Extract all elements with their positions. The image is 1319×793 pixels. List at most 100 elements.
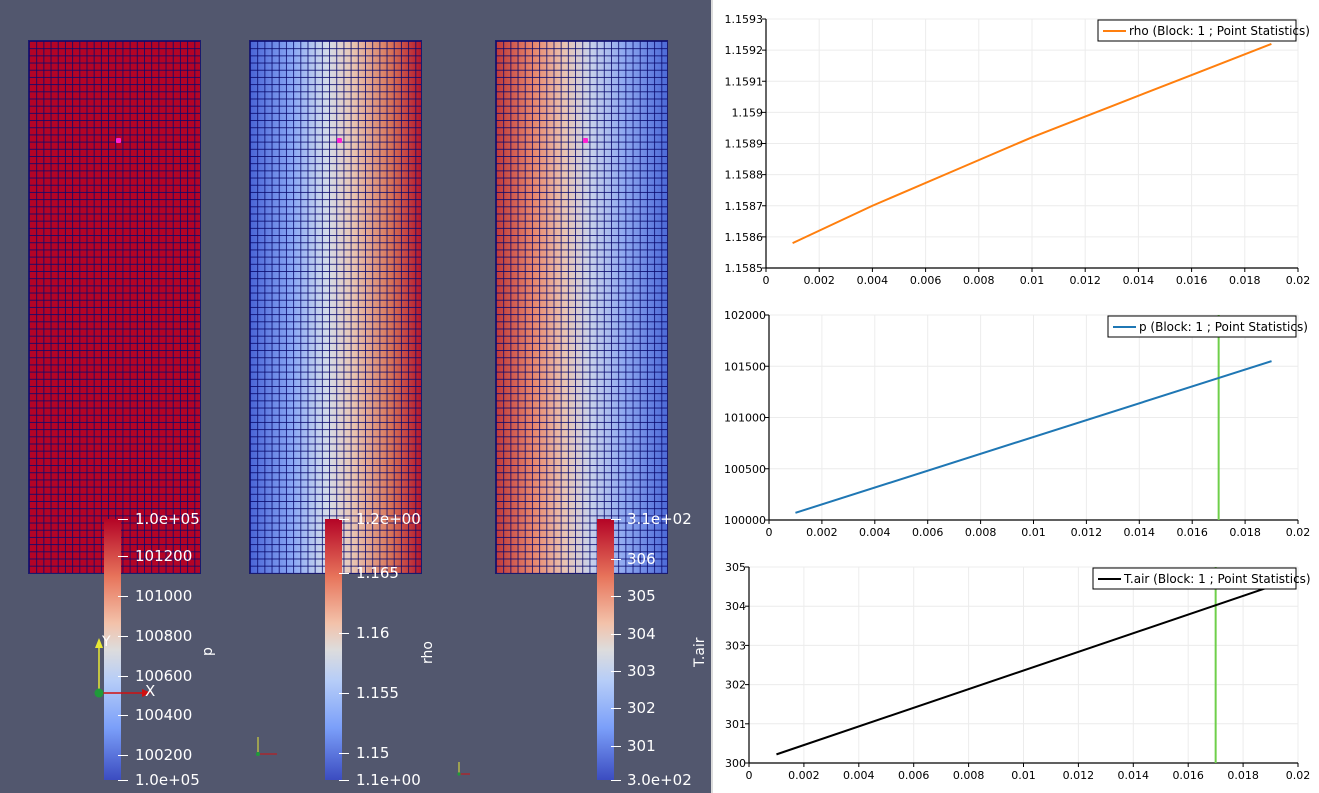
x-tick-label: 0.012 xyxy=(1069,274,1101,287)
colorbar-label: 101200 xyxy=(135,547,193,565)
x-tick-label: 0.002 xyxy=(788,769,820,782)
x-tick-label: 0.006 xyxy=(898,769,930,782)
colorbar-label: 1.16 xyxy=(356,624,390,642)
colorbar-tick xyxy=(611,671,621,672)
colorbar-tick xyxy=(118,715,128,716)
colorbar-label: 1.1e+00 xyxy=(356,771,421,789)
mesh-grid-lines xyxy=(250,41,421,573)
colorbar-title-t-air: T.air xyxy=(692,637,708,667)
colorbar-p xyxy=(104,519,121,780)
colorbar-tick xyxy=(118,519,128,520)
axis-x-label: X xyxy=(145,682,155,700)
x-tick-label: 0.016 xyxy=(1172,769,1204,782)
view-splitter[interactable] xyxy=(711,0,713,793)
probe-point[interactable] xyxy=(116,138,121,143)
colorbar-tick xyxy=(118,676,128,677)
x-tick-label: 0.004 xyxy=(843,769,875,782)
legend-box xyxy=(1107,315,1297,338)
colorbar-title-rho: rho xyxy=(420,641,436,664)
colorbar-tick xyxy=(611,780,621,781)
mesh-p[interactable] xyxy=(28,40,201,574)
colorbar-tick xyxy=(611,746,621,747)
colorbar-tick xyxy=(611,519,621,520)
y-tick-label: 300 xyxy=(725,757,746,770)
colorbar-label: 1.0e+05 xyxy=(135,771,200,789)
x-tick-label: 0.008 xyxy=(953,769,985,782)
colorbar-tick xyxy=(118,556,128,557)
y-tick-label: 1.159 xyxy=(732,106,764,119)
y-tick-label: 304 xyxy=(725,600,746,613)
x-tick-label: 0.008 xyxy=(965,526,997,539)
x-tick-label: 0 xyxy=(763,274,770,287)
probe-point[interactable] xyxy=(337,138,342,143)
colorbar-tick xyxy=(611,634,621,635)
colorbar-label: 100200 xyxy=(135,746,193,764)
y-tick-label: 1.1591 xyxy=(725,75,764,88)
colorbar-label: 100800 xyxy=(135,627,193,645)
x-tick-label: 0.004 xyxy=(857,274,889,287)
x-tick-label: 0.01 xyxy=(1021,526,1046,539)
y-tick-label: 100500 xyxy=(724,463,766,476)
x-tick-label: 0.012 xyxy=(1063,769,1095,782)
colorbar-label: 3.0e+02 xyxy=(627,771,692,789)
orientation-axes-icon: Y X xyxy=(94,634,155,700)
colorbar-label: 302 xyxy=(627,699,656,717)
legend-box xyxy=(1097,19,1297,42)
colorbar-tick xyxy=(611,596,621,597)
legend-label: T.air (Block: 1 ; Point Statistics) xyxy=(1123,572,1311,586)
x-tick-label: 0.016 xyxy=(1176,274,1208,287)
colorbar-tick xyxy=(339,519,349,520)
x-tick-label: 0 xyxy=(746,769,753,782)
x-tick-label: 0.02 xyxy=(1286,274,1311,287)
mesh-rho[interactable] xyxy=(249,40,422,574)
colorbar-label: 1.155 xyxy=(356,684,399,702)
x-tick-label: 0.01 xyxy=(1020,274,1045,287)
y-tick-label: 101000 xyxy=(724,412,766,425)
chart-t-air[interactable]: 0 0.002 0.004 0.006 0.008 0.01 0.012 0.014 0.016… xyxy=(713,555,1319,793)
x-tick-label: 0.014 xyxy=(1123,274,1155,287)
colorbar-label: 306 xyxy=(627,550,656,568)
y-tick-label: 1.1588 xyxy=(725,169,764,182)
mesh-t-air[interactable] xyxy=(495,40,668,574)
x-tick-label: 0.02 xyxy=(1286,526,1311,539)
x-tick-label: 0 xyxy=(766,526,773,539)
axis-y-label: Y xyxy=(101,634,111,650)
x-tick-label: 0.018 xyxy=(1229,526,1261,539)
mesh-grid-lines xyxy=(496,41,667,573)
colorbar-tick xyxy=(339,573,349,574)
y-tick-label: 1.1593 xyxy=(725,13,764,26)
x-tick-label: 0.02 xyxy=(1286,769,1311,782)
legend-box xyxy=(1092,567,1297,590)
legend-label: p (Block: 1 ; Point Statistics) xyxy=(1139,320,1308,334)
x-tick-label: 0.004 xyxy=(859,526,891,539)
y-tick-label: 1.1585 xyxy=(725,262,764,275)
colorbar-label: 1.165 xyxy=(356,564,399,582)
y-tick-label: 1.1586 xyxy=(725,231,764,244)
colorbar-tick xyxy=(118,780,128,781)
x-tick-label: 0.01 xyxy=(1011,769,1036,782)
colorbar-t-air xyxy=(597,519,614,780)
y-tick-label: 102000 xyxy=(724,309,766,322)
legend-label: rho (Block: 1 ; Point Statistics) xyxy=(1129,24,1310,38)
x-tick-label: 0.006 xyxy=(910,274,942,287)
mesh-grid-lines xyxy=(29,41,200,573)
colorbar-title-p: p xyxy=(200,647,216,656)
chart-rho[interactable]: 0 0.002 0.004 0.006 0.008 0.01 0.012 0.014 0.016… xyxy=(713,0,1319,292)
colorbar-tick xyxy=(339,693,349,694)
series-line xyxy=(795,360,1272,514)
colorbar-label: 1.15 xyxy=(356,744,390,762)
colorbar-tick xyxy=(339,633,349,634)
y-tick-label: 301 xyxy=(725,718,746,731)
colorbar-label: 1.0e+05 xyxy=(135,510,200,528)
y-tick-label: 101500 xyxy=(724,360,766,373)
chart-p[interactable]: 0 0.002 0.004 0.006 0.008 0.01 0.012 0.014 0.016… xyxy=(713,300,1319,542)
x-tick-label: 0.006 xyxy=(912,526,944,539)
line-charts-panel: 0 0.002 0.004 0.006 0.008 0.01 0.012 0.014 0.016… xyxy=(713,0,1319,793)
colorbar-tick xyxy=(339,753,349,754)
render-view[interactable]: 1.0e+05 101200 101000 100800 100600 1004… xyxy=(0,0,711,793)
x-tick-label: 0.002 xyxy=(806,526,838,539)
colorbar-label: 301 xyxy=(627,737,656,755)
probe-point[interactable] xyxy=(583,138,588,143)
colorbar-tick xyxy=(118,755,128,756)
colorbar-label: 305 xyxy=(627,587,656,605)
